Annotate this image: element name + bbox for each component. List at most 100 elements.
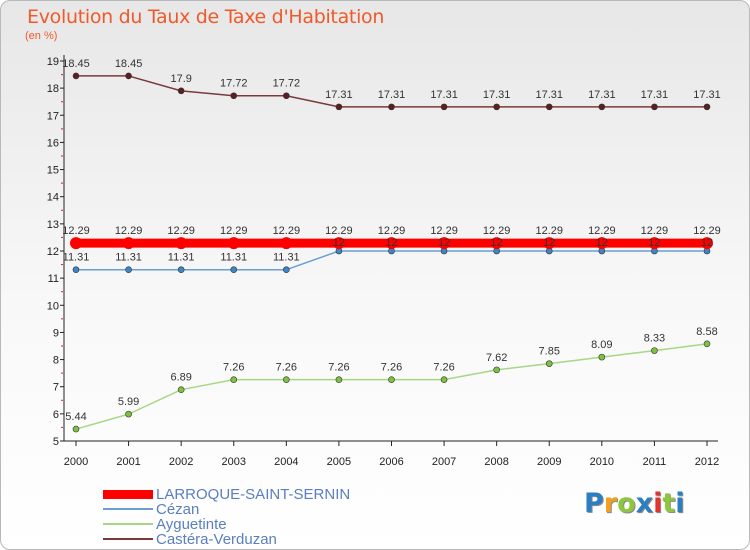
y-tick-label: 18 [47, 83, 59, 95]
data-label: 12.29 [535, 225, 563, 237]
data-label: 12.29 [378, 225, 406, 237]
data-point [72, 266, 80, 274]
y-tick-label: 19 [47, 56, 59, 68]
data-point [493, 103, 500, 111]
logo-letter: o [617, 488, 636, 519]
series-1 [72, 247, 711, 274]
data-label: 17.31 [483, 89, 511, 101]
data-point [493, 366, 500, 374]
x-tick-label: 2007 [432, 456, 456, 468]
data-label: 12.29 [167, 225, 195, 237]
x-tick-label: 2010 [590, 456, 614, 468]
series-3 [72, 72, 711, 111]
data-label: 12.29 [588, 225, 616, 237]
data-label: 12 [333, 237, 345, 249]
chart-title: Evolution du Taux de Taxe d'Habitation [27, 6, 385, 28]
y-tick-label: 16 [47, 137, 59, 149]
data-label: 11.31 [115, 252, 142, 264]
legend-swatch [103, 523, 153, 525]
data-point [701, 237, 713, 250]
data-point [72, 72, 80, 80]
data-label: 12.29 [483, 225, 511, 237]
data-point [388, 376, 395, 383]
data-point [545, 103, 553, 111]
data-point [651, 347, 658, 354]
series-line [75, 343, 708, 430]
y-tick-label: 11 [48, 273, 59, 285]
y-axis-unit: (en %) [25, 30, 58, 42]
data-label: 8.58 [696, 326, 717, 338]
x-tick-label: 2008 [484, 456, 508, 468]
data-label: 12.29 [430, 225, 458, 237]
proxiti-logo: Proxiti [584, 488, 685, 519]
data-label: 17.31 [378, 89, 406, 101]
legend-label: Castéra-Verduzan [156, 531, 277, 548]
logo-letter: t [662, 488, 676, 519]
x-tick-label: 2004 [274, 456, 298, 468]
y-tick-label: 17 [47, 110, 59, 122]
data-label: 12 [385, 237, 397, 249]
y-tick-label: 10 [47, 300, 59, 312]
data-point [230, 92, 238, 100]
data-point [283, 376, 290, 383]
data-label: 12.29 [693, 225, 721, 237]
data-label: 7.62 [486, 352, 507, 364]
data-point [177, 87, 185, 95]
series-0 [70, 237, 713, 250]
data-point [230, 266, 238, 274]
x-tick-label: 2000 [64, 456, 88, 468]
legend-swatch [103, 508, 153, 510]
data-label: 7.26 [433, 362, 454, 374]
y-tick-label: 15 [47, 165, 59, 177]
data-label: 17.31 [588, 89, 616, 101]
data-point [490, 237, 503, 250]
data-point [227, 237, 240, 250]
data-label: 7.85 [539, 346, 560, 358]
data-point [177, 386, 185, 394]
data-point [440, 376, 448, 383]
data-label: 5.44 [65, 411, 86, 423]
x-tick-label: 2006 [379, 456, 403, 468]
data-label: 11.31 [168, 252, 195, 264]
data-label: 12.29 [273, 225, 301, 237]
data-label: 17.31 [693, 89, 721, 101]
data-label: 7.26 [328, 362, 349, 374]
data-label: 18.45 [62, 58, 90, 70]
data-label: 11.31 [273, 252, 300, 264]
data-point [283, 266, 290, 274]
x-tick-label: 2009 [537, 456, 561, 468]
data-label: 12 [648, 237, 660, 249]
data-label: 12 [438, 237, 450, 249]
data-point [177, 266, 185, 274]
data-point [125, 72, 132, 80]
data-point [175, 237, 188, 250]
y-tick-label: 13 [47, 219, 59, 231]
data-label: 17.31 [641, 89, 669, 101]
series-2 [72, 340, 711, 433]
data-point [651, 103, 658, 111]
data-label: 7.26 [381, 362, 402, 374]
data-label: 12.29 [325, 225, 353, 237]
data-point [125, 266, 132, 274]
y-tick-label: 8 [53, 355, 59, 367]
data-label: 17.9 [170, 73, 191, 85]
x-tick-label: 2005 [327, 456, 351, 468]
logo-letter: P [584, 488, 604, 519]
data-label: 7.26 [276, 362, 297, 374]
x-tick-label: 2001 [116, 456, 140, 468]
data-label: 7.26 [223, 362, 244, 374]
y-tick-label: 14 [47, 192, 59, 204]
data-point [703, 340, 711, 348]
y-tick-label: 7 [53, 382, 59, 394]
data-label: 12.29 [220, 225, 248, 237]
x-tick-label: 2002 [169, 456, 193, 468]
data-point [703, 103, 711, 111]
legend-swatch [103, 489, 153, 499]
data-point [543, 237, 556, 250]
x-tick-label: 2012 [695, 456, 719, 468]
y-tick-label: 5 [53, 436, 59, 448]
logo-letter: i [675, 488, 685, 519]
data-point [332, 237, 345, 250]
